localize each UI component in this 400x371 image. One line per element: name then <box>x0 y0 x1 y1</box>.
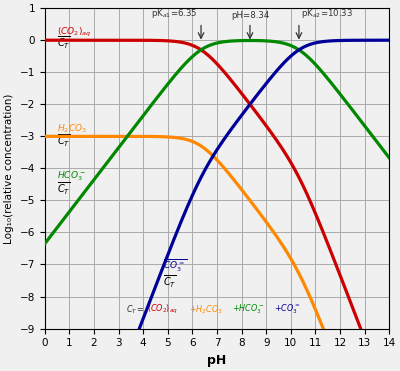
Text: $\overline{C_T}$: $\overline{C_T}$ <box>57 181 70 197</box>
Text: $(CO_2)_{aq}$: $(CO_2)_{aq}$ <box>147 303 178 316</box>
Text: $+H_2CO_3$: $+H_2CO_3$ <box>189 304 222 316</box>
Y-axis label: Log₁₀(relative concentration): Log₁₀(relative concentration) <box>4 93 14 243</box>
Text: $+CO_3^=$: $+CO_3^=$ <box>274 303 300 316</box>
Text: $\overline{C_T}$: $\overline{C_T}$ <box>57 35 70 51</box>
Text: $\overline{C_T}$: $\overline{C_T}$ <box>57 133 70 150</box>
Text: $(CO_2)_{aq}$: $(CO_2)_{aq}$ <box>57 26 92 39</box>
Text: $+HCO_3^-$: $+HCO_3^-$ <box>232 303 264 316</box>
Text: pK$_{a2}$=10.33: pK$_{a2}$=10.33 <box>301 7 354 20</box>
Text: $C_T=$: $C_T=$ <box>126 304 145 316</box>
Text: $\overline{C_T}$: $\overline{C_T}$ <box>163 274 176 290</box>
Text: pK$_{a1}$=6.35: pK$_{a1}$=6.35 <box>151 7 197 20</box>
Text: $HCO_3^-$: $HCO_3^-$ <box>57 170 86 183</box>
Text: pH=8.34: pH=8.34 <box>231 12 269 20</box>
Text: $\overline{CO_3^=}$: $\overline{CO_3^=}$ <box>163 258 187 274</box>
Text: $H_2CO_3$: $H_2CO_3$ <box>57 122 87 135</box>
X-axis label: pH: pH <box>207 354 227 367</box>
